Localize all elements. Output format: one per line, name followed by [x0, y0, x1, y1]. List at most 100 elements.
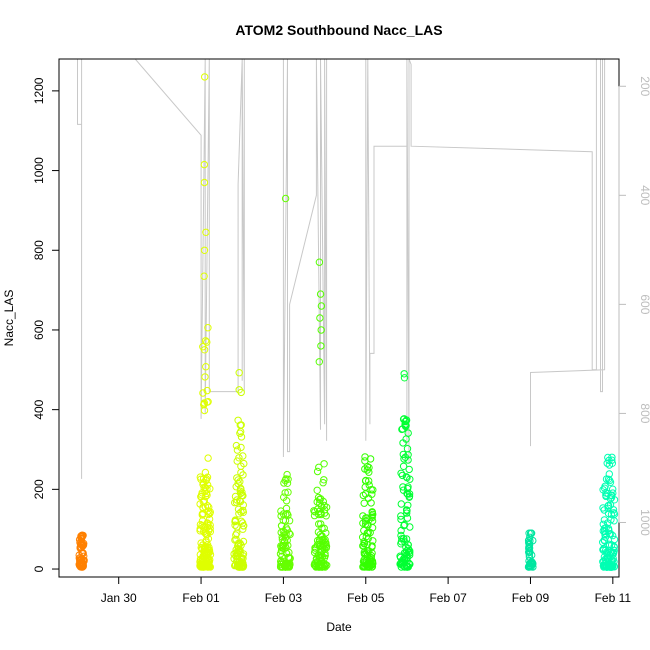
- series-1: [196, 73, 215, 571]
- data-point: [201, 373, 209, 381]
- data-point: [528, 558, 536, 566]
- data-point: [604, 501, 613, 510]
- data-point: [368, 509, 376, 517]
- data-point: [318, 524, 326, 532]
- data-point: [599, 486, 607, 494]
- data-point: [204, 454, 212, 462]
- data-point: [196, 520, 205, 529]
- data-point: [398, 425, 406, 434]
- data-point: [237, 462, 245, 470]
- data-point: [239, 471, 247, 479]
- data-point: [200, 178, 209, 187]
- data-point: [237, 489, 245, 498]
- data-point: [201, 73, 209, 81]
- data-point: [199, 389, 207, 397]
- data-point: [396, 552, 404, 560]
- altitude-trace-layer: [77, 59, 606, 479]
- data-point: [404, 456, 412, 464]
- data-point: [365, 477, 373, 485]
- data-point: [318, 536, 326, 544]
- data-point: [278, 552, 286, 560]
- data-point: [317, 532, 326, 541]
- data-point: [316, 314, 324, 322]
- data-point: [406, 523, 414, 531]
- data-point: [399, 483, 407, 491]
- x-tick-label: Feb 05: [347, 591, 385, 605]
- data-point: [201, 468, 210, 477]
- chart-title: ATOM2 Southbound Nacc_LAS: [235, 22, 442, 38]
- data-point: [78, 533, 86, 541]
- data-point: [400, 370, 408, 378]
- data-point: [525, 561, 534, 570]
- data-point: [200, 272, 208, 280]
- data-point: [232, 498, 241, 506]
- data-point: [202, 228, 210, 237]
- data-point: [237, 508, 245, 516]
- data-point: [200, 246, 209, 255]
- x-tick-label: Feb 09: [512, 591, 550, 605]
- y-tick-label: 1200: [32, 77, 46, 104]
- data-point: [237, 485, 245, 493]
- y-tick-label: 200: [32, 479, 46, 499]
- x-tick-label: Feb 01: [182, 591, 220, 605]
- data-point: [402, 416, 411, 424]
- data-point: [320, 476, 328, 484]
- y-tick-label: 600: [32, 320, 46, 340]
- data-point: [200, 160, 209, 169]
- data-point: [281, 528, 289, 537]
- data-point: [281, 489, 289, 497]
- data-point: [240, 522, 248, 530]
- data-point: [525, 538, 533, 547]
- data-point: [405, 493, 413, 501]
- data-point: [360, 540, 368, 548]
- data-point: [399, 462, 408, 470]
- data-point: [200, 528, 208, 536]
- data-point: [235, 386, 243, 394]
- data-point: [360, 499, 368, 507]
- data-point: [599, 558, 607, 566]
- data-point: [601, 555, 609, 563]
- data-point: [602, 524, 610, 532]
- data-point: [367, 486, 375, 494]
- data-point: [315, 258, 324, 266]
- data-point: [363, 466, 371, 474]
- data-point: [236, 429, 244, 437]
- data-point: [316, 495, 325, 503]
- data-point: [317, 520, 325, 528]
- data-point: [402, 506, 411, 514]
- data-point: [403, 514, 412, 522]
- data-point: [362, 476, 370, 485]
- data-point: [609, 506, 618, 514]
- altitude-trace-line: [77, 59, 606, 479]
- data-point: [398, 556, 407, 564]
- data-point: [236, 549, 244, 557]
- y-tick-label: 0: [32, 565, 46, 572]
- series-6: [396, 370, 414, 571]
- data-point: [404, 541, 412, 549]
- data-point: [317, 510, 325, 519]
- data-point: [405, 465, 413, 474]
- data-point: [315, 495, 324, 504]
- data-point: [319, 479, 327, 487]
- data-point: [233, 474, 241, 482]
- data-point: [316, 499, 324, 507]
- data-point: [200, 401, 208, 409]
- data-point: [321, 509, 329, 517]
- series-8: [599, 453, 619, 571]
- data-point: [201, 487, 209, 496]
- data-point: [402, 549, 410, 557]
- series-0: [75, 531, 88, 571]
- data-point: [610, 510, 619, 518]
- data-point: [283, 509, 291, 518]
- data-point: [601, 482, 609, 490]
- data-point: [400, 562, 409, 571]
- data-point: [359, 491, 367, 500]
- x-tick-label: Feb 07: [429, 591, 467, 605]
- data-point: [204, 527, 213, 535]
- data-point: [397, 469, 405, 477]
- data-point: [397, 500, 405, 508]
- data-point: [367, 552, 376, 560]
- data-point: [310, 507, 318, 515]
- data-point: [600, 506, 608, 514]
